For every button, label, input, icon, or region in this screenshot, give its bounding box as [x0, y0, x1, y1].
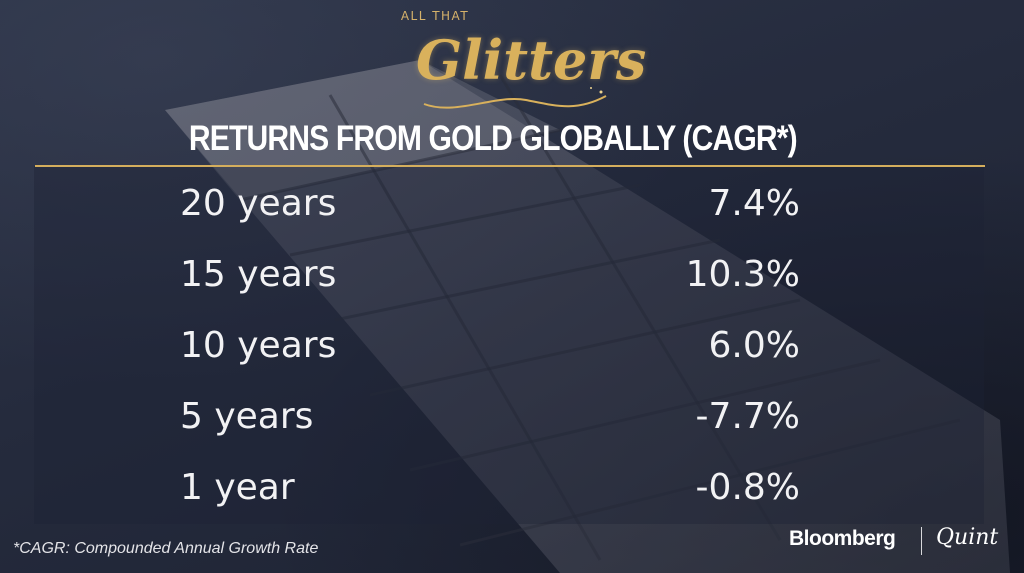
publisher-divider [921, 527, 922, 555]
table-row-value: -7.7% [695, 396, 800, 437]
table-row-period: 20 years [180, 183, 337, 224]
table-row-period: 15 years [180, 254, 337, 295]
table-row-value: 6.0% [708, 325, 800, 366]
table-row-value: 7.4% [708, 183, 800, 224]
logo-small-text: ALL THAT [400, 9, 470, 23]
title-divider [35, 165, 985, 167]
table-backdrop [34, 166, 984, 524]
table-row-value: 10.3% [685, 254, 800, 295]
logo-swash-icon [423, 87, 607, 109]
table-row-period: 1 year [180, 467, 295, 508]
publisher-logo-bloomberg: Bloomberg [789, 527, 896, 550]
footnote: *CAGR: Compounded Annual Growth Rate [13, 540, 319, 557]
table-row-period: 10 years [180, 325, 337, 366]
table-row-period: 5 years [180, 396, 314, 437]
chart-title: RETURNS FROM GOLD GLOBALLY (CAGR*) [188, 119, 798, 158]
table-row-value: -0.8% [695, 467, 800, 508]
publisher-logo-quint: Quint [936, 525, 999, 550]
logo-script-text: Glitters [416, 28, 647, 92]
